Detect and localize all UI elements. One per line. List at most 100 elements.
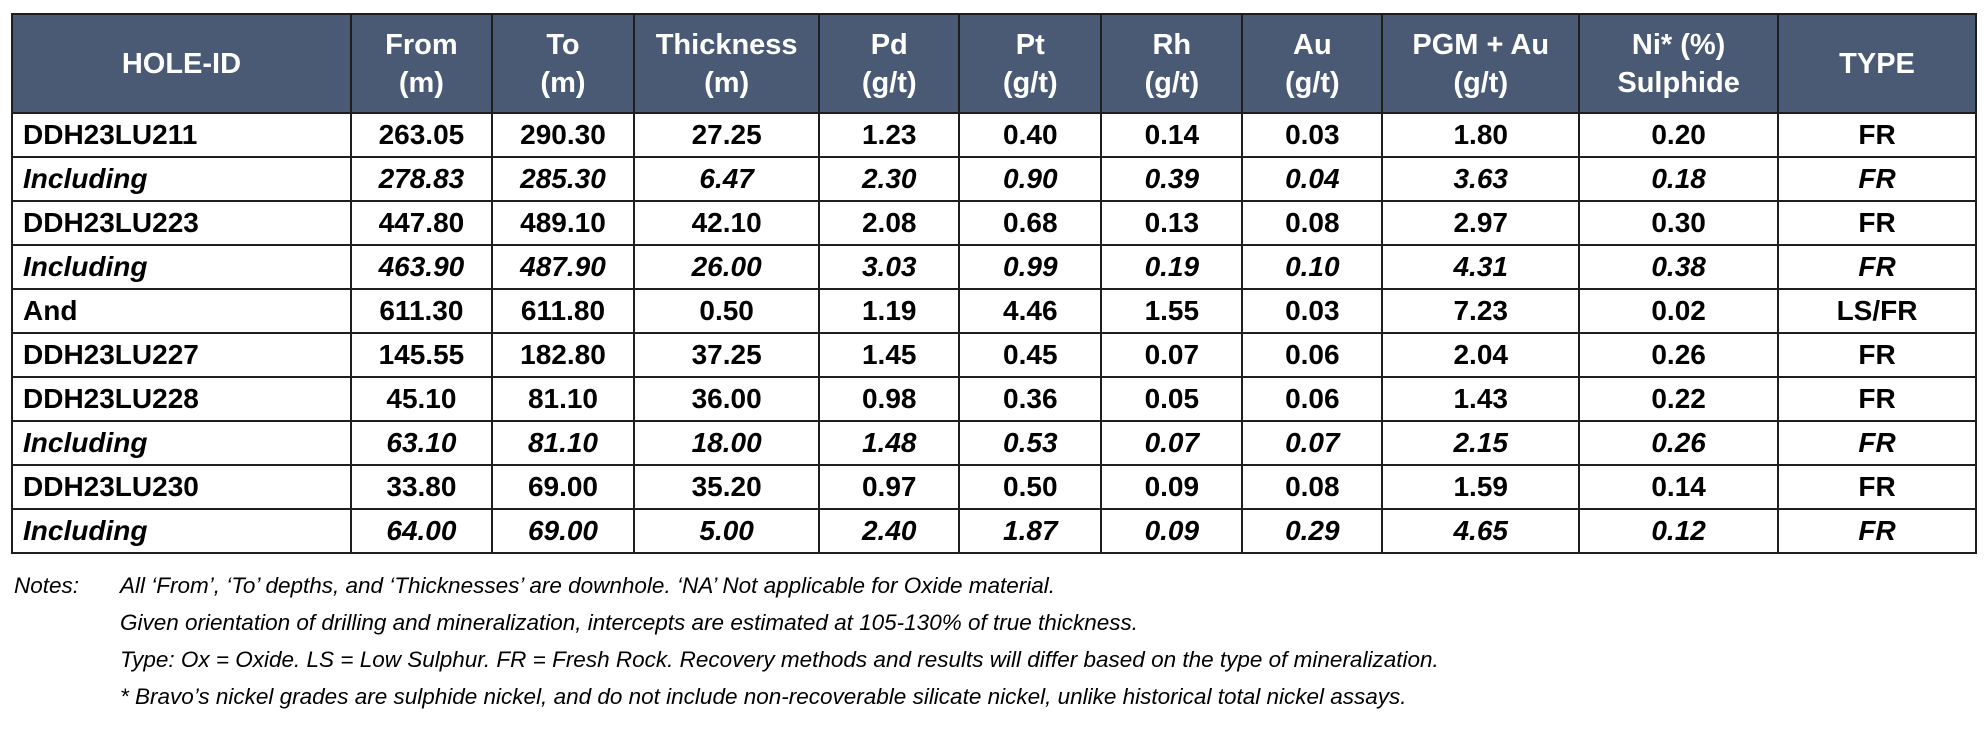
column-header-text: Pt — [1015, 28, 1045, 61]
cell-thickness: 42.10 — [633, 200, 821, 246]
notes-label: Notes: — [14, 573, 80, 598]
cell-pd: 1.45 — [818, 332, 961, 378]
cell-au: 0.10 — [1241, 244, 1384, 290]
cell-from: 63.10 — [349, 420, 493, 466]
cell-rh: 0.05 — [1100, 376, 1244, 422]
cell-rh: 0.09 — [1100, 464, 1244, 510]
cell-type: FR — [1777, 244, 1977, 290]
column-header-pgm-au: PGM + Au (g/t) — [1381, 13, 1581, 114]
cell-hole: DDH23LU227 — [11, 332, 352, 378]
cell-hole: Including — [11, 420, 352, 466]
column-header-pt: Pt (g/t) — [958, 13, 1103, 114]
cell-from: 263.05 — [349, 112, 493, 158]
cell-thickness: 27.25 — [633, 112, 821, 158]
cell-type: FR — [1777, 332, 1977, 378]
table-row: Including 63.10 81.10 18.00 1.48 0.53 0.07 0.07… — [11, 420, 1977, 466]
cell-pd: 1.23 — [818, 112, 961, 158]
table-row: DDH23LU230 33.80 69.00 35.20 0.97 0.50 0.09 0.0… — [11, 464, 1977, 510]
cell-to: 489.10 — [490, 200, 636, 246]
cell-to: 69.00 — [490, 464, 636, 510]
cell-rh: 0.07 — [1100, 332, 1244, 378]
column-header-from: From (m) — [349, 13, 493, 114]
cell-pt: 1.87 — [958, 508, 1103, 554]
cell-pd: 2.40 — [818, 508, 961, 554]
cell-pd: 2.08 — [818, 200, 961, 246]
cell-thickness: 0.50 — [633, 288, 821, 334]
cell-to: 285.30 — [490, 156, 636, 202]
cell-pt: 0.90 — [958, 156, 1103, 202]
cell-to: 611.80 — [490, 288, 636, 334]
cell-pgm-au: 7.23 — [1381, 288, 1581, 334]
cell-rh: 1.55 — [1100, 288, 1244, 334]
table-row: And 611.30 611.80 0.50 1.19 4.46 1.55 0.03 7.23 0… — [11, 288, 1977, 334]
cell-pt: 0.36 — [958, 376, 1103, 422]
column-header-text: Au — [1293, 28, 1332, 61]
cell-from: 611.30 — [349, 288, 493, 334]
cell-pt: 4.46 — [958, 288, 1103, 334]
column-header-text: Rh — [1152, 28, 1192, 61]
cell-to: 487.90 — [490, 244, 636, 290]
cell-rh: 0.19 — [1100, 244, 1244, 290]
cell-thickness: 5.00 — [633, 508, 821, 554]
cell-thickness: 26.00 — [633, 244, 821, 290]
cell-pt: 0.40 — [958, 112, 1103, 158]
note-line: All ‘From’, ‘To’ depths, and ‘Thicknesse… — [120, 573, 1056, 598]
cell-pgm-au: 1.43 — [1381, 376, 1581, 422]
column-header-text: From — [385, 28, 458, 61]
table-row: DDH23LU211 263.05 290.30 27.25 1.23 0.40 0.14 0… — [11, 112, 1977, 158]
cell-hole: DDH23LU223 — [11, 200, 352, 246]
cell-hole: Including — [11, 244, 352, 290]
cell-thickness: 37.25 — [633, 332, 821, 378]
cell-hole: Including — [11, 156, 352, 202]
table-row: DDH23LU223 447.80 489.10 42.10 2.08 0.68 0.13 0… — [11, 200, 1977, 246]
cell-au: 0.08 — [1241, 464, 1384, 510]
note-line: Type: Ox = Oxide. LS = Low Sulphur. FR =… — [120, 647, 1439, 672]
column-header-ni-sulphide: Ni* (%) Sulphide — [1578, 13, 1780, 114]
cell-to: 81.10 — [490, 420, 636, 466]
cell-pgm-au: 4.65 — [1381, 508, 1581, 554]
cell-hole: And — [11, 288, 352, 334]
column-header-text: (g/t) — [1144, 66, 1200, 99]
cell-au: 0.03 — [1241, 288, 1384, 334]
column-header-text: (g/t) — [1002, 66, 1058, 99]
cell-hole: DDH23LU228 — [11, 376, 352, 422]
cell-from: 64.00 — [349, 508, 493, 554]
column-header-text: Ni* (%) — [1631, 28, 1726, 61]
column-header-au: Au (g/t) — [1241, 13, 1384, 114]
cell-pd: 0.98 — [818, 376, 961, 422]
column-header-pd: Pd (g/t) — [818, 13, 961, 114]
cell-type: FR — [1777, 420, 1977, 466]
cell-pd: 3.03 — [818, 244, 961, 290]
column-header-text: PGM + Au — [1412, 28, 1550, 61]
cell-au: 0.08 — [1241, 200, 1384, 246]
cell-au: 0.04 — [1241, 156, 1384, 202]
table-header-row: HOLE-ID From (m) To (m) Thickness (m) Pd (g/t) Pt… — [11, 13, 1977, 114]
cell-pgm-au: 4.31 — [1381, 244, 1581, 290]
cell-ni: 0.18 — [1578, 156, 1780, 202]
cell-rh: 0.39 — [1100, 156, 1244, 202]
cell-thickness: 6.47 — [633, 156, 821, 202]
cell-pgm-au: 1.59 — [1381, 464, 1581, 510]
cell-thickness: 35.20 — [633, 464, 821, 510]
column-header-text: (m) — [398, 66, 444, 99]
cell-pt: 0.68 — [958, 200, 1103, 246]
table-row: Including 463.90 487.90 26.00 3.03 0.99 0.19 0.… — [11, 244, 1977, 290]
cell-to: 290.30 — [490, 112, 636, 158]
column-header-text: To — [546, 28, 580, 61]
cell-au: 0.06 — [1241, 376, 1384, 422]
column-header-text: TYPE — [1839, 47, 1915, 80]
column-header-thickness: Thickness (m) — [633, 13, 821, 114]
cell-type: FR — [1777, 376, 1977, 422]
notes-lines: All ‘From’, ‘To’ depths, and ‘Thicknesse… — [120, 567, 1439, 715]
column-header-text: (m) — [704, 66, 750, 99]
cell-ni: 0.38 — [1578, 244, 1780, 290]
cell-rh: 0.07 — [1100, 420, 1244, 466]
table-body: DDH23LU211 263.05 290.30 27.25 1.23 0.40 0.14 0… — [11, 112, 1977, 554]
column-header-text: (g/t) — [861, 66, 917, 99]
cell-type: FR — [1777, 464, 1977, 510]
column-header-rh: Rh (g/t) — [1100, 13, 1244, 114]
cell-au: 0.07 — [1241, 420, 1384, 466]
column-header-text: (g/t) — [1453, 66, 1509, 99]
cell-pd: 0.97 — [818, 464, 961, 510]
